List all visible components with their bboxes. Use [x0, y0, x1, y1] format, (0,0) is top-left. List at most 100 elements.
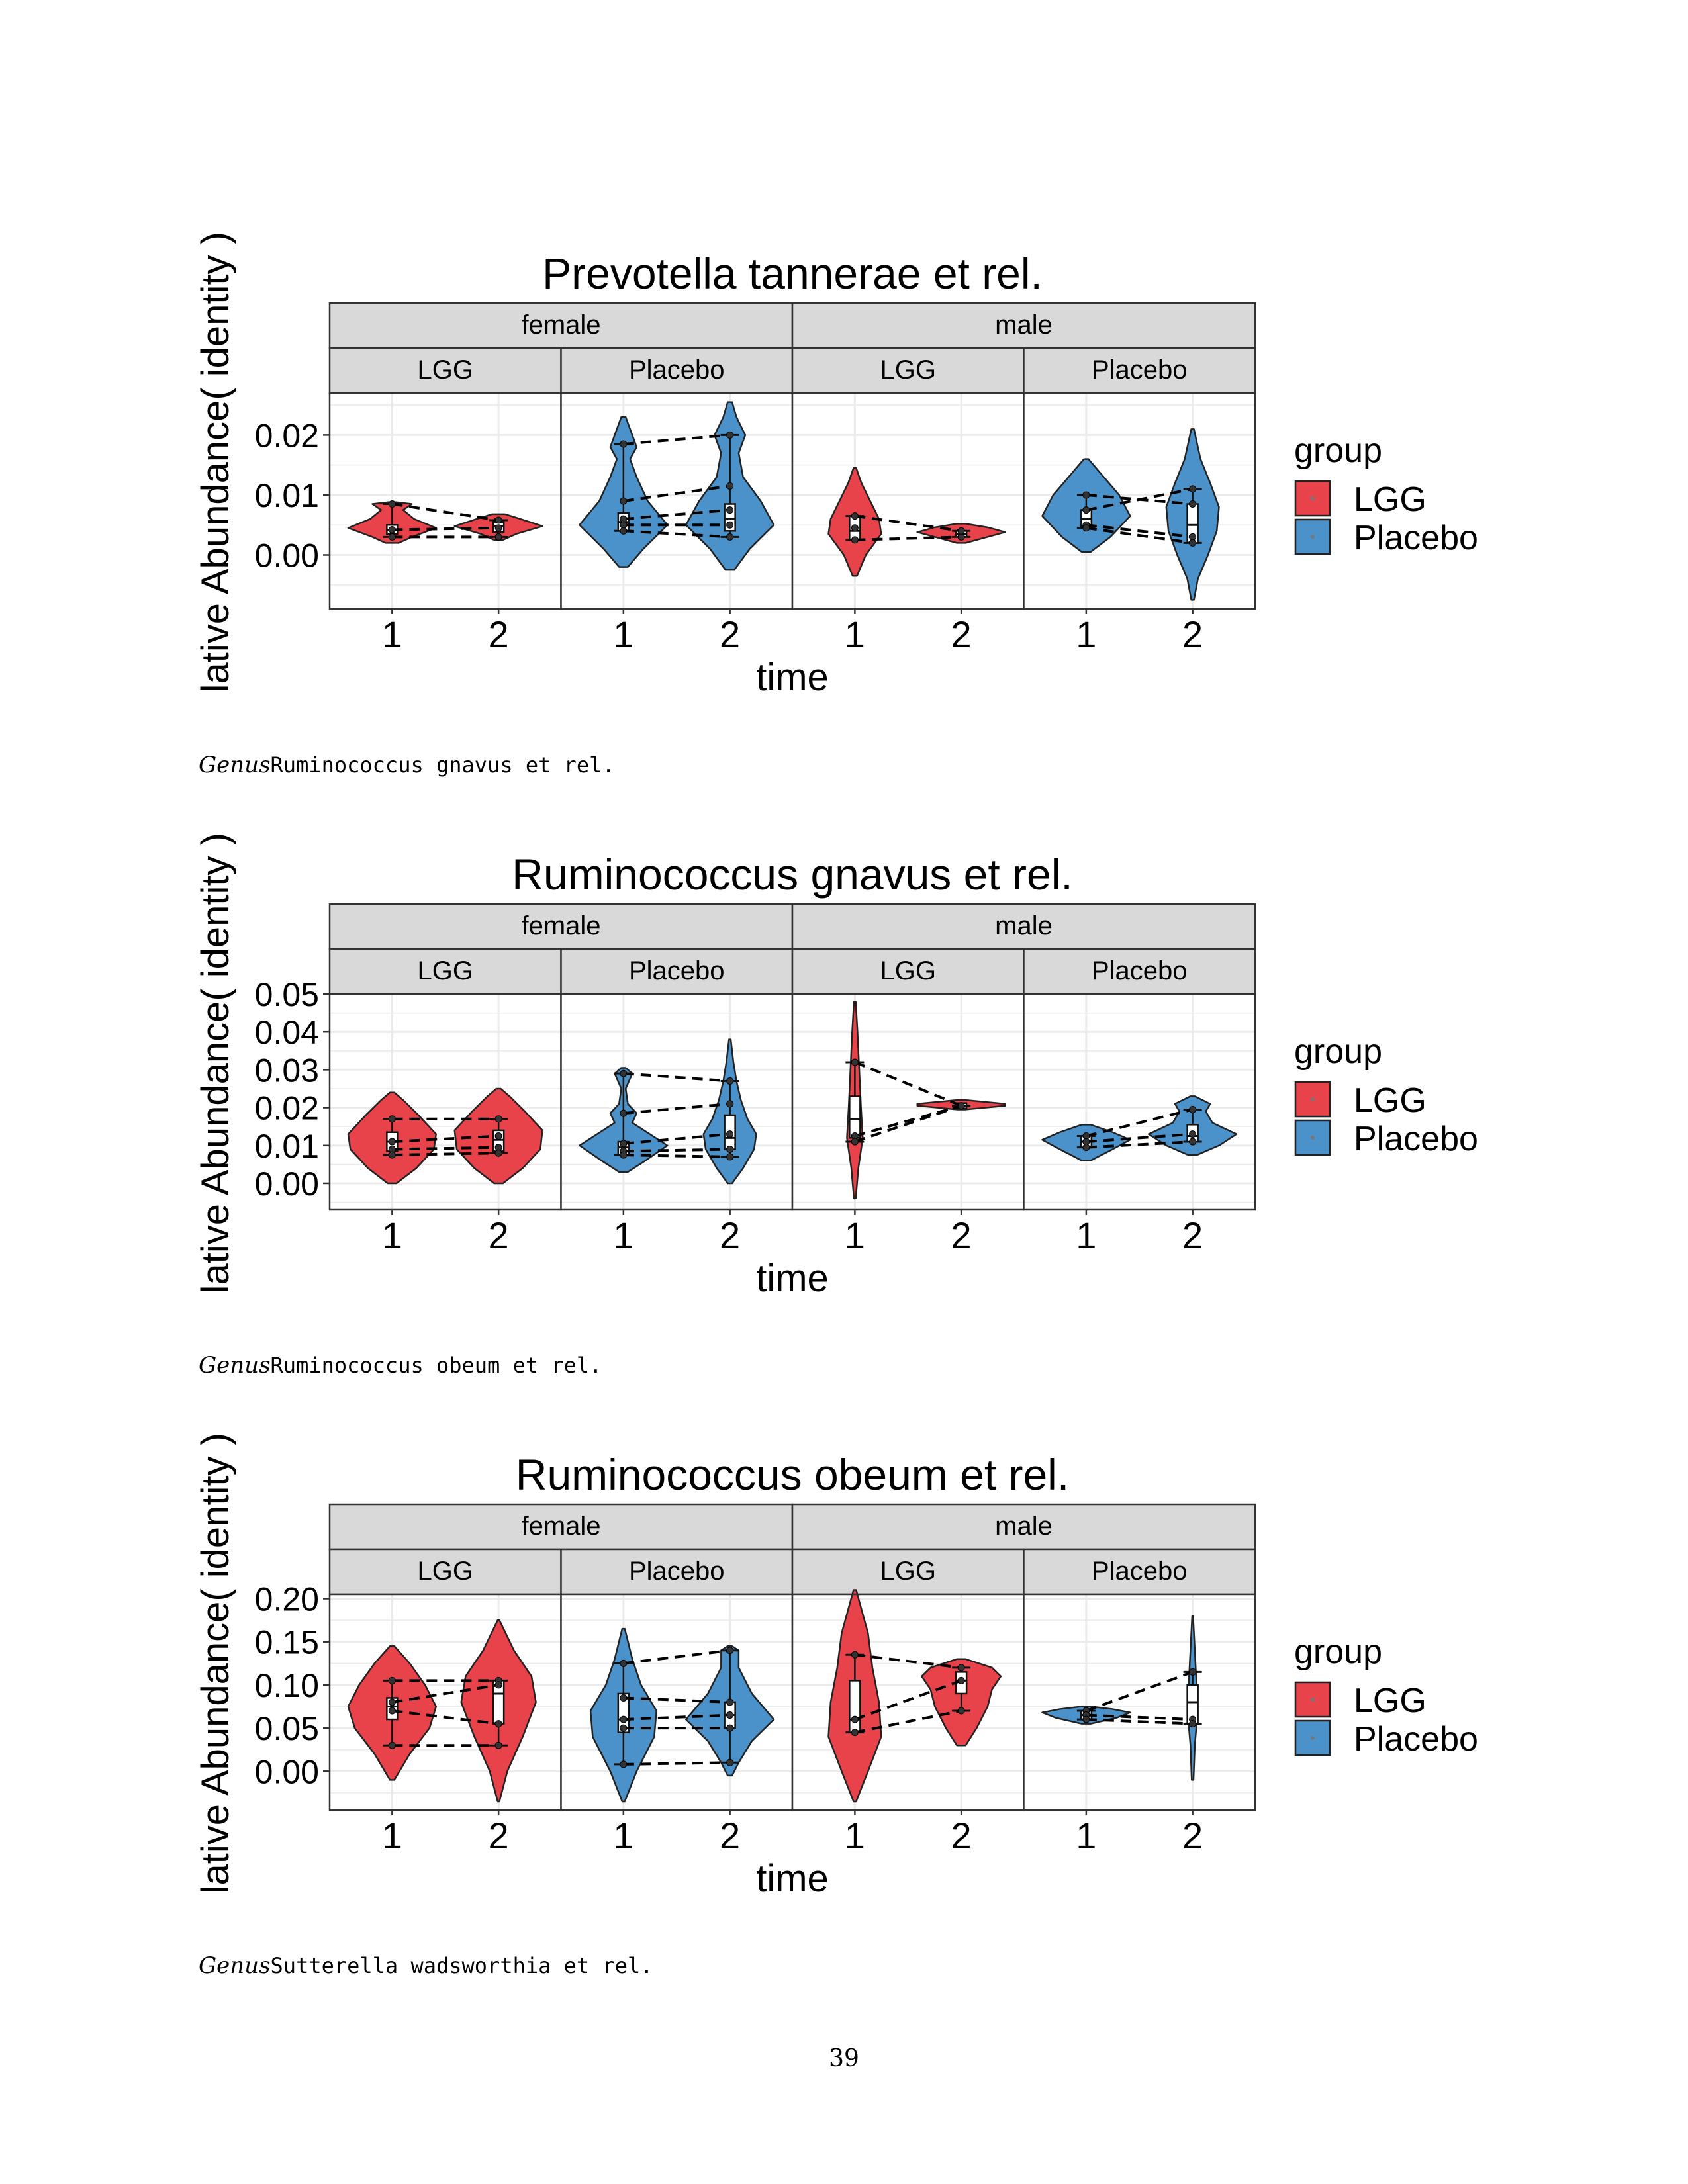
paired-line: [1086, 526, 1193, 545]
paired-line: [854, 1104, 962, 1143]
x-tick-label: 1: [845, 614, 865, 655]
data-point: [620, 1151, 628, 1159]
x-tick-label: 2: [1182, 614, 1203, 655]
facet-strip-label-Placebo: Placebo: [629, 355, 725, 385]
y-tick-label: 0.15: [255, 1624, 319, 1661]
panel-male-Placebo: [1023, 1593, 1256, 1811]
legend-label-Placebo: Placebo: [1354, 1720, 1478, 1758]
data-point: [1189, 533, 1197, 541]
x-tick-label: 1: [382, 614, 402, 655]
paired-line: [392, 502, 499, 522]
facet-strip-female-Placebo: [560, 948, 794, 995]
data-point: [726, 1153, 734, 1161]
data-point: [620, 1659, 628, 1667]
panel-female-LGG: [328, 1593, 562, 1811]
data-point: [494, 516, 502, 524]
x-tick-label: 2: [720, 1214, 740, 1256]
caption-3: GenusSutterella wadsworthia et rel.: [199, 1952, 653, 1979]
facet-strip-label-male: male: [995, 1512, 1053, 1541]
panel-background: [330, 994, 561, 1210]
paired-line: [1086, 1713, 1193, 1721]
panel-border: [1023, 1593, 1256, 1811]
legend-title: group: [1294, 432, 1382, 470]
panel-background: [1023, 994, 1255, 1210]
data-point: [494, 1681, 502, 1689]
facet-strip-label-female: female: [521, 911, 600, 940]
data-point: [620, 527, 628, 535]
legend-key-dot: [1311, 535, 1315, 539]
data-point: [1189, 1668, 1197, 1676]
facet-strip-label-LGG: LGG: [880, 956, 936, 985]
facet-strip-label-LGG: LGG: [880, 1557, 936, 1586]
panel-male-LGG: [791, 993, 1025, 1211]
boxplot-box: [849, 1095, 861, 1139]
paired-line: [623, 508, 730, 521]
panel-border: [1023, 993, 1256, 1211]
x-tick-label: 1: [845, 1214, 865, 1256]
paired-line: [623, 1102, 730, 1115]
facet-strip-male-Placebo: [1023, 948, 1256, 995]
data-point: [620, 440, 628, 448]
paired-line: [623, 1649, 730, 1665]
facet-strip-male-Placebo: [1023, 347, 1256, 394]
paired-line: [392, 1134, 499, 1144]
paired-line: [1086, 1670, 1194, 1712]
paired-line: [1086, 1718, 1193, 1725]
data-point: [851, 1715, 859, 1723]
data-point: [1082, 524, 1090, 532]
y-tick-label: 0.05: [255, 976, 319, 1013]
x-tick-label: 1: [613, 614, 633, 655]
y-tick-label: 0.20: [255, 1581, 319, 1618]
paired-line: [623, 1696, 730, 1704]
facet-strip-female: [328, 1503, 794, 1551]
paired-line: [623, 1154, 730, 1158]
legend-label-LGG: LGG: [1354, 480, 1427, 519]
data-point: [620, 1724, 628, 1732]
facet-strip-label-Placebo: Placebo: [1092, 355, 1188, 385]
data-point: [726, 482, 734, 490]
paired-line: [623, 1761, 730, 1766]
data-point: [1189, 539, 1197, 547]
legend-title: group: [1294, 1633, 1382, 1671]
data-point: [620, 1694, 628, 1702]
boxplot-box: [617, 1692, 630, 1733]
paired-line: [392, 526, 499, 531]
panel-border: [1023, 392, 1256, 610]
facet-strip-female-Placebo: [560, 347, 794, 394]
data-point: [726, 1711, 734, 1719]
x-tick-label: 1: [613, 1214, 633, 1256]
panel-female-LGG: [328, 392, 562, 610]
y-tick-label: 0.00: [255, 537, 319, 574]
data-point: [494, 1149, 502, 1157]
y-axis-label: lative Abundance( identity ): [194, 1433, 237, 1893]
y-tick-label: 0.10: [255, 1667, 319, 1704]
data-point: [1082, 1715, 1090, 1723]
facet-strip-female-Placebo: [560, 1548, 794, 1596]
legend-key-dot: [1311, 496, 1315, 500]
data-point: [957, 1707, 965, 1715]
data-point: [494, 1720, 502, 1728]
x-tick-label: 2: [489, 614, 509, 655]
data-point: [388, 1698, 396, 1706]
facet-strip-label-female: female: [521, 310, 600, 340]
facet-strip-label-Placebo: Placebo: [629, 956, 725, 985]
data-point: [388, 525, 396, 533]
data-point: [494, 533, 502, 541]
y-axis-label: lative Abundance( identity ): [194, 833, 237, 1293]
chart-title: Prevotella tannerae et rel.: [542, 249, 1043, 298]
x-tick-label: 1: [1076, 614, 1096, 655]
chart-title: Ruminococcus gnavus et rel.: [512, 850, 1072, 899]
panel-male-LGG: [791, 392, 1025, 610]
violin-chart-ruminococcus-gnavus: Ruminococcus gnavus et rel. female male LGG…: [194, 833, 1478, 1300]
paired-line: [392, 1152, 499, 1157]
legend-key-dot: [1311, 1097, 1315, 1101]
data-point: [1082, 491, 1090, 499]
legend-key-dot: [1311, 1136, 1315, 1140]
facet-strip-label-LGG: LGG: [880, 355, 936, 385]
panel-background: [792, 393, 1024, 609]
paired-line: [623, 484, 730, 502]
paired-line: [1086, 1132, 1193, 1144]
boxplot-box: [849, 1680, 861, 1733]
facet-strip-label-male: male: [995, 310, 1053, 340]
data-point: [726, 533, 734, 541]
